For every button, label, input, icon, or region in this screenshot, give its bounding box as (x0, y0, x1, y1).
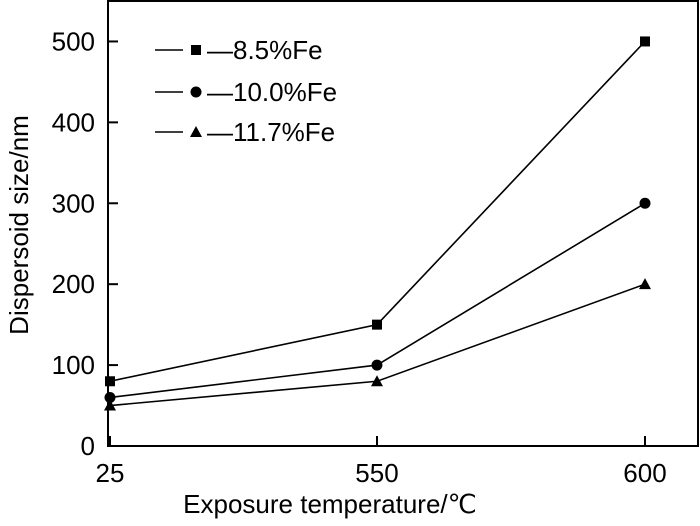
data-point (104, 391, 116, 403)
x-tick-label: 600 (623, 458, 666, 488)
legend-marker (190, 126, 202, 137)
series-triangle (104, 278, 651, 411)
series-layer (104, 36, 651, 411)
y-tick-label: 300 (52, 188, 95, 218)
legend-label: —8.5%Fe (207, 35, 323, 65)
y-tick-label: 100 (52, 350, 95, 380)
legend-label: —10.0%Fe (207, 77, 337, 107)
y-axis-title: Dispersoid size/nm (4, 115, 34, 335)
data-point (104, 399, 116, 411)
y-axis: 0 100 200 300 400 500 (52, 26, 118, 461)
y-tick-label: 400 (52, 107, 95, 137)
legend-marker (191, 45, 201, 55)
y-tick-label: 500 (52, 26, 95, 56)
x-axis: 25 550 600 (96, 436, 667, 488)
plot-frame (107, 0, 699, 447)
x-axis-title: Exposure temperature/℃ (183, 489, 477, 519)
series-square (105, 36, 650, 387)
legend: —8.5%Fe —10.0%Fe —11.7%Fe (155, 35, 337, 147)
data-point (640, 36, 650, 47)
data-point (371, 359, 383, 371)
y-tick-label: 0 (81, 431, 95, 461)
legend-marker (190, 86, 202, 98)
series-circle (104, 197, 651, 403)
legend-item: —8.5%Fe (155, 35, 323, 65)
x-tick-label: 25 (96, 458, 125, 488)
data-point (372, 319, 382, 330)
data-point (105, 376, 115, 387)
y-tick-label: 200 (52, 269, 95, 299)
series-line (109, 40, 646, 383)
legend-item: —11.7%Fe (155, 117, 335, 147)
legend-label: —11.7%Fe (207, 117, 335, 147)
data-point (639, 278, 651, 290)
data-point (371, 375, 383, 387)
legend-item: —10.0%Fe (155, 77, 337, 107)
data-point (639, 197, 651, 209)
x-tick-label: 550 (355, 458, 398, 488)
